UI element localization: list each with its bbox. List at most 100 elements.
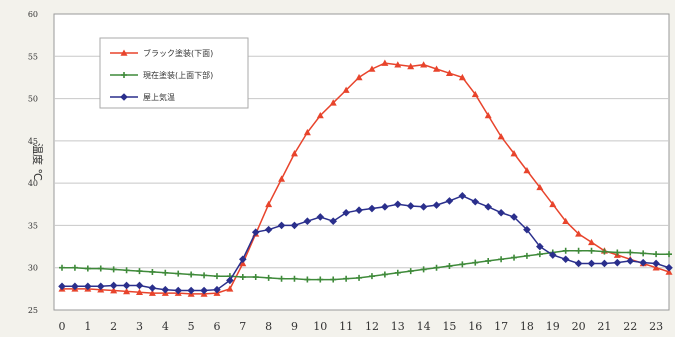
data-point <box>148 289 156 296</box>
legend-marker <box>121 72 127 78</box>
data-point <box>343 275 350 282</box>
data-point <box>317 276 324 283</box>
y-tick-label: 50 <box>28 95 38 104</box>
series-3 <box>58 192 673 295</box>
data-point <box>587 259 596 268</box>
data-point <box>613 258 622 267</box>
y-tick-label: 45 <box>28 137 38 146</box>
data-point <box>110 287 118 294</box>
data-point <box>316 213 325 221</box>
data-point <box>419 203 428 211</box>
x-tick-label: 3 <box>136 320 143 333</box>
data-point <box>562 217 570 224</box>
data-point <box>368 65 376 72</box>
data-point <box>84 265 91 272</box>
data-point <box>239 274 246 281</box>
data-point <box>639 258 647 267</box>
x-tick-label: 17 <box>494 320 508 333</box>
data-point <box>406 202 415 210</box>
data-point <box>445 197 454 205</box>
data-point <box>497 208 505 217</box>
y-tick-label: 40 <box>28 179 38 188</box>
data-point <box>97 265 104 272</box>
x-tick-label: 1 <box>84 320 91 333</box>
x-tick-labels: 0 1 2 3 4 5 6 7 8 9 10 11 12 13 14 15 16 17 18 19 20 21 22 23 <box>59 320 664 333</box>
data-point <box>355 73 363 81</box>
data-point <box>536 242 544 251</box>
y-axis-label: 温度 ℃ <box>31 143 45 181</box>
data-point <box>484 203 492 211</box>
x-tick-label: 13 <box>391 320 405 333</box>
data-point <box>548 251 557 259</box>
data-point <box>394 269 401 276</box>
data-point <box>265 274 272 281</box>
data-point <box>640 250 647 257</box>
data-point <box>135 288 143 296</box>
data-point <box>393 200 402 209</box>
x-tick-label: 8 <box>265 320 272 333</box>
data-point <box>58 282 66 291</box>
data-point <box>265 200 273 208</box>
data-point <box>291 275 298 282</box>
data-point <box>381 271 388 278</box>
x-tick-label: 19 <box>546 320 560 333</box>
data-point <box>187 286 195 295</box>
x-tick-label: 9 <box>291 320 298 333</box>
data-point <box>342 86 350 93</box>
data-point <box>201 272 208 279</box>
data-point <box>123 287 131 295</box>
data-point <box>278 175 286 182</box>
data-point <box>174 286 183 295</box>
data-point <box>355 206 363 215</box>
y-tick-label: 25 <box>28 306 38 315</box>
data-point <box>226 285 234 292</box>
data-point <box>601 248 608 255</box>
x-tick-label: 16 <box>468 320 482 333</box>
data-point <box>329 217 338 225</box>
data-point <box>239 259 247 267</box>
x-tick-label: 12 <box>365 320 379 333</box>
data-point <box>523 252 530 259</box>
data-point <box>330 276 337 283</box>
data-point <box>588 247 595 254</box>
data-point <box>433 264 440 271</box>
data-point <box>84 282 92 291</box>
data-point <box>149 268 156 275</box>
data-point <box>666 251 672 258</box>
data-point <box>445 69 453 76</box>
data-point <box>536 183 544 191</box>
data-point <box>497 133 505 140</box>
y-tick-label: 55 <box>28 52 38 61</box>
x-tick-label: 11 <box>339 320 353 333</box>
y-tick-labels: 25 30 35 40 45 50 55 60 <box>28 10 38 315</box>
data-point <box>175 270 182 277</box>
x-tick-label: 2 <box>110 320 117 333</box>
data-point <box>485 257 492 264</box>
data-point <box>433 65 441 72</box>
x-tick-label: 20 <box>572 320 586 333</box>
legend-label: 現在塗装(上面下部) <box>143 70 213 80</box>
data-point <box>277 221 286 230</box>
data-point <box>381 59 389 66</box>
data-point <box>278 275 285 282</box>
data-point <box>627 249 634 256</box>
data-point <box>626 257 635 265</box>
legend-marker <box>120 49 128 56</box>
x-tick-label: 18 <box>520 320 534 333</box>
legend-entry: 現在塗装(上面下部) <box>110 70 213 80</box>
data-point <box>407 268 414 275</box>
data-point <box>188 271 195 278</box>
series-layer <box>58 59 673 297</box>
data-point <box>432 201 441 209</box>
data-point <box>71 282 79 291</box>
x-tick-label: 15 <box>442 320 456 333</box>
legend-marker <box>120 93 128 101</box>
data-point <box>110 266 117 273</box>
data-point <box>342 208 350 217</box>
data-point <box>162 269 169 276</box>
data-point <box>574 259 583 268</box>
data-point <box>161 285 170 294</box>
data-point <box>420 61 428 68</box>
data-point <box>200 286 208 295</box>
